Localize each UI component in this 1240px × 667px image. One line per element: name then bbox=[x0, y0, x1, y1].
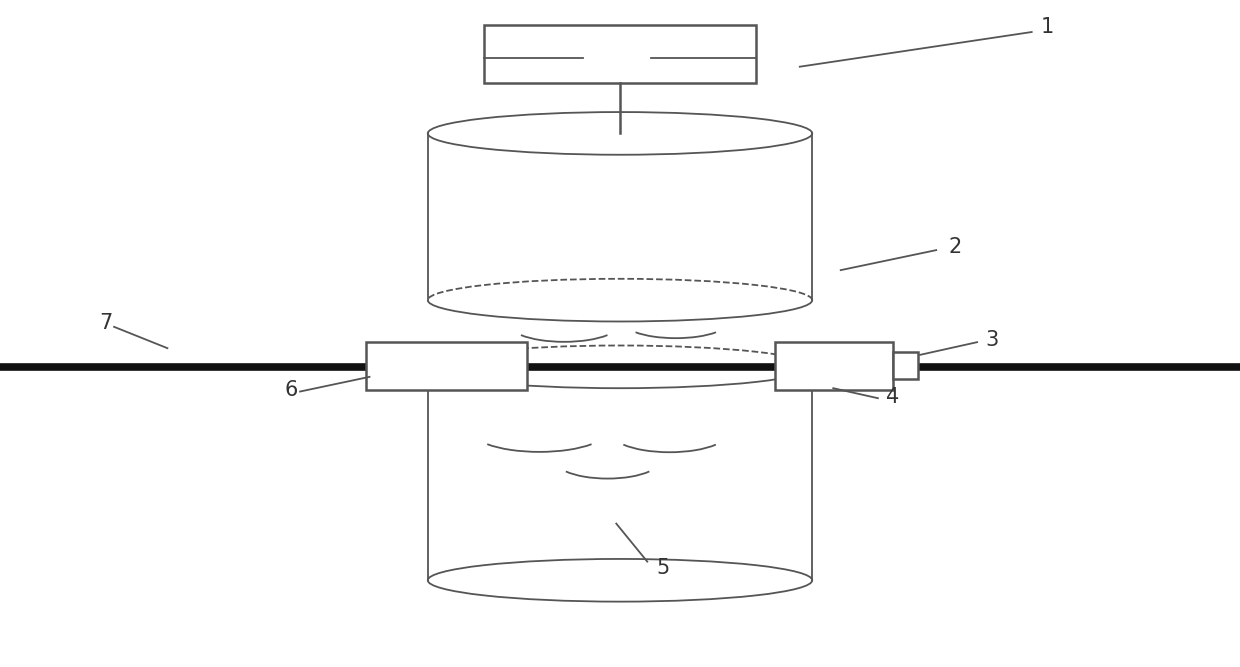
Bar bbox=[484, 25, 756, 83]
Text: 1: 1 bbox=[1042, 17, 1054, 37]
Bar bbox=[893, 352, 918, 379]
Text: 7: 7 bbox=[99, 313, 112, 334]
Text: 6: 6 bbox=[285, 380, 298, 400]
Ellipse shape bbox=[428, 112, 812, 155]
Bar bbox=[775, 342, 893, 390]
Bar bbox=[366, 342, 527, 390]
Text: 3: 3 bbox=[986, 330, 998, 350]
Ellipse shape bbox=[428, 559, 812, 602]
Text: 4: 4 bbox=[887, 387, 899, 407]
Text: 5: 5 bbox=[657, 558, 670, 578]
Text: 2: 2 bbox=[949, 237, 961, 257]
